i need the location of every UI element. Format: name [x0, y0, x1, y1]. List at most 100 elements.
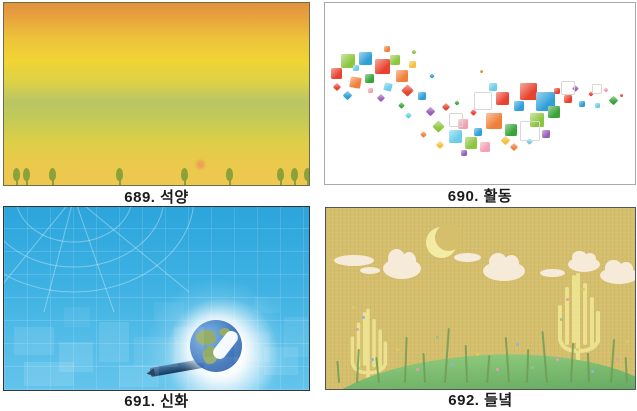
- color-cube: [431, 120, 445, 134]
- color-cube: [352, 64, 359, 71]
- grass-stem: [624, 356, 628, 384]
- cloud: [334, 255, 374, 266]
- earth-landmass: [196, 330, 216, 345]
- tech-block: [174, 327, 204, 363]
- color-cube: [464, 136, 477, 149]
- earth-globe: [190, 320, 242, 372]
- color-cube: [500, 135, 511, 146]
- cloud: [454, 253, 481, 262]
- flower-dot: [576, 348, 579, 351]
- tree-silhouette: [277, 168, 284, 185]
- color-cube: [480, 142, 490, 153]
- tech-block: [14, 327, 54, 355]
- color-cube: [504, 124, 517, 137]
- flower-dot: [362, 316, 365, 319]
- figure-691: 691. 신화: [3, 206, 310, 410]
- color-cube: [591, 84, 602, 95]
- caption-689: 689. 석양: [124, 189, 189, 206]
- flower-dot: [496, 368, 499, 371]
- color-cube: [458, 118, 469, 129]
- color-cube: [342, 90, 353, 101]
- tree-silhouette: [226, 168, 233, 185]
- stylized-tree-right: [558, 273, 600, 369]
- flower-dot: [516, 343, 519, 346]
- flower-dot: [396, 348, 399, 351]
- stylized-tree-left: [350, 308, 388, 389]
- color-cube: [383, 46, 390, 53]
- color-cube: [603, 87, 609, 93]
- tree-silhouette: [13, 168, 20, 185]
- color-cube: [368, 88, 374, 94]
- color-cube: [449, 129, 462, 143]
- color-cube: [480, 69, 483, 73]
- thumbnail-689-sunset[interactable]: [3, 2, 310, 186]
- tech-block: [64, 307, 90, 327]
- figure-690: 690. 활동: [324, 2, 636, 205]
- tree-silhouette: [291, 168, 298, 185]
- color-cube: [542, 129, 550, 138]
- thumbnail-691-myth[interactable]: [3, 206, 310, 391]
- tech-block: [154, 302, 184, 320]
- color-cube: [473, 127, 482, 136]
- flower-dot: [352, 306, 355, 309]
- color-cube: [348, 76, 362, 90]
- tech-block: [234, 332, 270, 362]
- color-cube: [594, 102, 600, 108]
- color-cube: [495, 91, 509, 105]
- tech-block: [264, 347, 298, 375]
- tech-block: [24, 362, 74, 386]
- tech-block: [134, 337, 178, 367]
- color-cube: [509, 142, 519, 152]
- cloud: [383, 249, 421, 279]
- flower-dot: [560, 318, 563, 321]
- color-cube: [383, 81, 393, 92]
- color-cube: [473, 91, 492, 110]
- color-cube: [410, 49, 417, 55]
- earth-landmass: [219, 328, 230, 336]
- color-cube: [398, 101, 406, 109]
- color-cube: [333, 83, 342, 92]
- color-cube: [365, 73, 375, 83]
- thumbnail-692-fields[interactable]: [325, 207, 636, 390]
- caption-691: 691. 신화: [124, 393, 189, 410]
- color-cube: [554, 88, 561, 95]
- color-cube: [400, 84, 414, 98]
- flower-dot: [582, 288, 585, 291]
- color-cube: [520, 82, 538, 100]
- cloud: [540, 269, 565, 277]
- color-cube: [359, 51, 373, 65]
- tech-block: [284, 317, 308, 357]
- tree-silhouette: [116, 168, 123, 185]
- color-cube: [563, 95, 572, 104]
- color-cube: [425, 106, 436, 117]
- flower-dot: [476, 353, 479, 356]
- tree-silhouette: [23, 168, 30, 185]
- cloud: [360, 267, 380, 274]
- color-cube: [619, 93, 623, 97]
- tree-silhouette: [181, 168, 188, 185]
- flower-dot: [451, 363, 454, 366]
- caption-692: 692. 들녘: [448, 392, 513, 409]
- figure-692: 692. 들녘: [325, 207, 636, 410]
- tech-block: [204, 357, 240, 383]
- flower-dot: [531, 366, 534, 369]
- grass-stem: [336, 361, 340, 384]
- color-cube: [340, 53, 355, 68]
- color-cube: [489, 82, 498, 91]
- cloud: [600, 259, 635, 284]
- flower-dot: [436, 336, 439, 339]
- color-cube: [404, 112, 412, 120]
- color-cube: [429, 72, 436, 79]
- color-cube: [449, 113, 463, 128]
- thumbnail-690-activity[interactable]: [324, 2, 636, 185]
- tree-silhouette: [49, 168, 56, 185]
- flower-dot: [371, 358, 374, 361]
- globe-wireframe-decoration: [4, 207, 194, 313]
- flower-dot: [626, 340, 629, 343]
- color-cube: [514, 100, 525, 111]
- color-cube: [420, 130, 428, 138]
- color-cube: [548, 106, 561, 119]
- color-cube: [520, 120, 541, 141]
- color-cube: [579, 100, 586, 107]
